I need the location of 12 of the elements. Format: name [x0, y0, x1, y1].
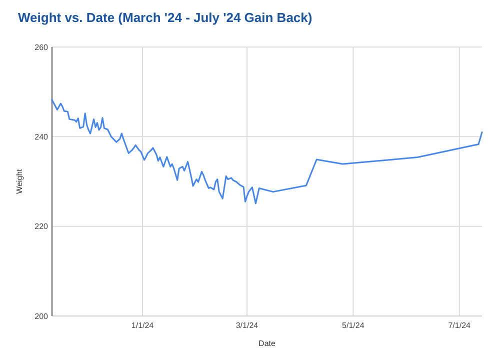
x-tick-label: 5/1/24 [342, 321, 365, 330]
y-tick-label: 240 [34, 132, 49, 142]
x-tick-label: 1/1/24 [131, 321, 154, 330]
y-tick-label: 220 [34, 222, 49, 232]
line-series [51, 99, 483, 204]
chart-title: Weight vs. Date (March '24 - July '24 Gain Back) [18, 10, 312, 25]
y-tick-label: 200 [34, 312, 49, 321]
x-tick-label: 3/1/24 [236, 321, 259, 330]
y-tick-label: 260 [34, 42, 49, 52]
x-tick-label: 7/1/24 [448, 321, 472, 330]
x-axis-title: Date [258, 339, 276, 348]
y-axis-title: Weight [15, 168, 24, 194]
